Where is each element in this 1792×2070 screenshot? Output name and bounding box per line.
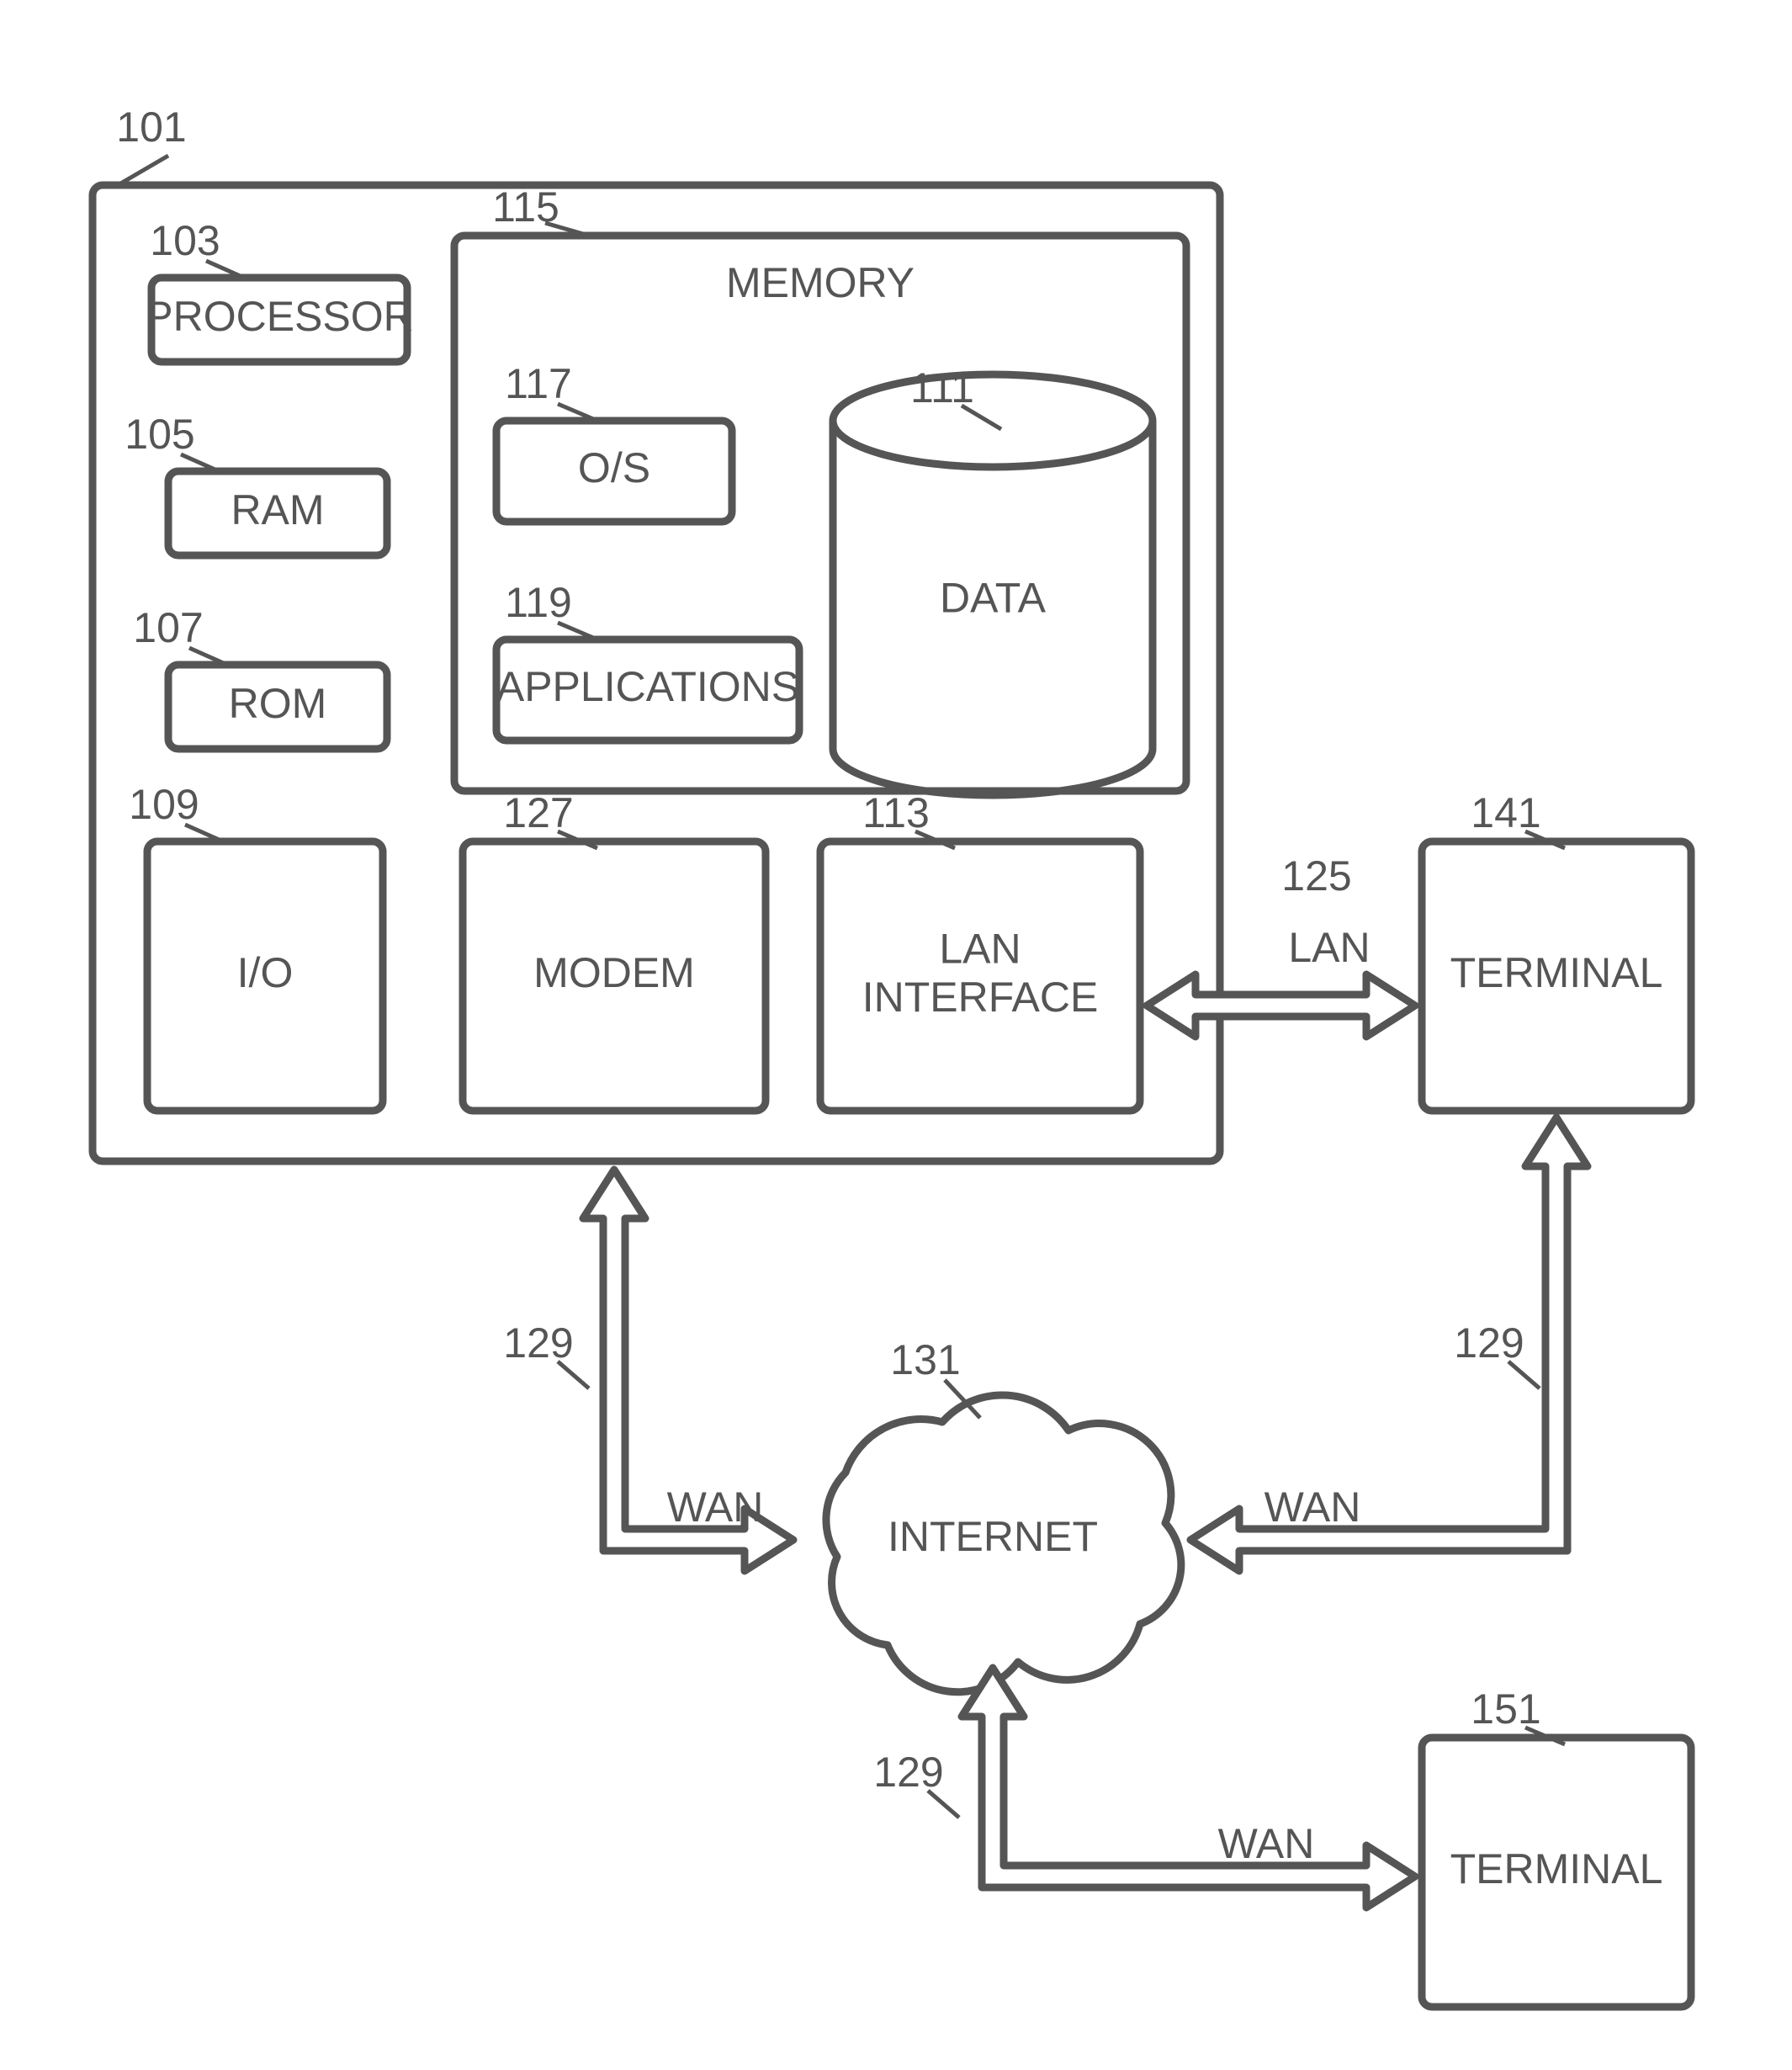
box-data: DATA 111 <box>833 364 1153 795</box>
svg-text:APPLICATIONS: APPLICATIONS <box>496 663 799 710</box>
svg-text:113: 113 <box>862 789 930 836</box>
svg-text:MEMORY: MEMORY <box>726 259 915 306</box>
box-term1: TERMINAL 141 <box>1422 789 1691 1111</box>
svg-text:DATA: DATA <box>940 575 1047 622</box>
box-rom: ROM 107 <box>133 604 387 749</box>
svg-text:INTERNET: INTERNET <box>888 1513 1098 1560</box>
edge-wan_term2: WAN 129 <box>873 1668 1415 1908</box>
svg-text:117: 117 <box>505 360 572 407</box>
svg-text:107: 107 <box>133 604 203 651</box>
svg-text:WAN: WAN <box>1264 1484 1361 1531</box>
svg-text:105: 105 <box>125 411 194 458</box>
svg-text:129: 129 <box>503 1319 573 1367</box>
svg-text:125: 125 <box>1281 852 1351 900</box>
svg-text:MODEM: MODEM <box>533 949 695 996</box>
svg-text:103: 103 <box>150 217 220 264</box>
svg-text:LAN: LAN <box>1288 924 1370 971</box>
svg-text:ROM: ROM <box>229 680 327 727</box>
box-apps: APPLICATIONS 119 <box>496 579 799 740</box>
svg-text:TERMINAL: TERMINAL <box>1450 949 1663 996</box>
box-term2: TERMINAL 151 <box>1422 1685 1691 2007</box>
box-lanif: LANINTERFACE 113 <box>820 789 1140 1111</box>
box-os: O/S117 <box>496 360 732 522</box>
box-io: I/O 109 <box>129 781 383 1111</box>
box-modem: MODEM 127 <box>463 789 766 1111</box>
svg-text:119: 119 <box>505 579 572 626</box>
svg-text:129: 129 <box>1454 1319 1524 1367</box>
svg-text:131: 131 <box>890 1336 960 1383</box>
svg-text:INTERFACE: INTERFACE <box>862 974 1099 1021</box>
svg-text:127: 127 <box>503 789 573 836</box>
svg-text:151: 151 <box>1471 1685 1540 1733</box>
svg-text:101: 101 <box>116 104 186 151</box>
svg-text:141: 141 <box>1471 789 1540 836</box>
svg-text:111: 111 <box>910 364 974 411</box>
svg-text:WAN: WAN <box>667 1484 764 1531</box>
edge-lan: LAN 125 <box>1147 852 1415 1037</box>
svg-text:TERMINAL: TERMINAL <box>1450 1845 1663 1892</box>
svg-text:I/O: I/O <box>237 949 294 996</box>
box-processor: PROCESSOR 103 <box>145 217 414 362</box>
svg-text:WAN: WAN <box>1218 1820 1315 1867</box>
svg-text:RAM: RAM <box>231 486 324 533</box>
svg-text:109: 109 <box>129 781 199 828</box>
svg-text:LAN: LAN <box>939 925 1021 972</box>
svg-text:O/S: O/S <box>578 444 650 491</box>
edge-wan_modem: WAN 129 <box>503 1170 793 1571</box>
box-internet: INTERNET 131 <box>826 1336 1181 1692</box>
svg-text:PROCESSOR: PROCESSOR <box>145 293 414 340</box>
edge-wan_term1: WAN 129 <box>1190 1117 1588 1571</box>
box-ram: RAM 105 <box>125 411 387 555</box>
svg-text:129: 129 <box>873 1749 943 1796</box>
